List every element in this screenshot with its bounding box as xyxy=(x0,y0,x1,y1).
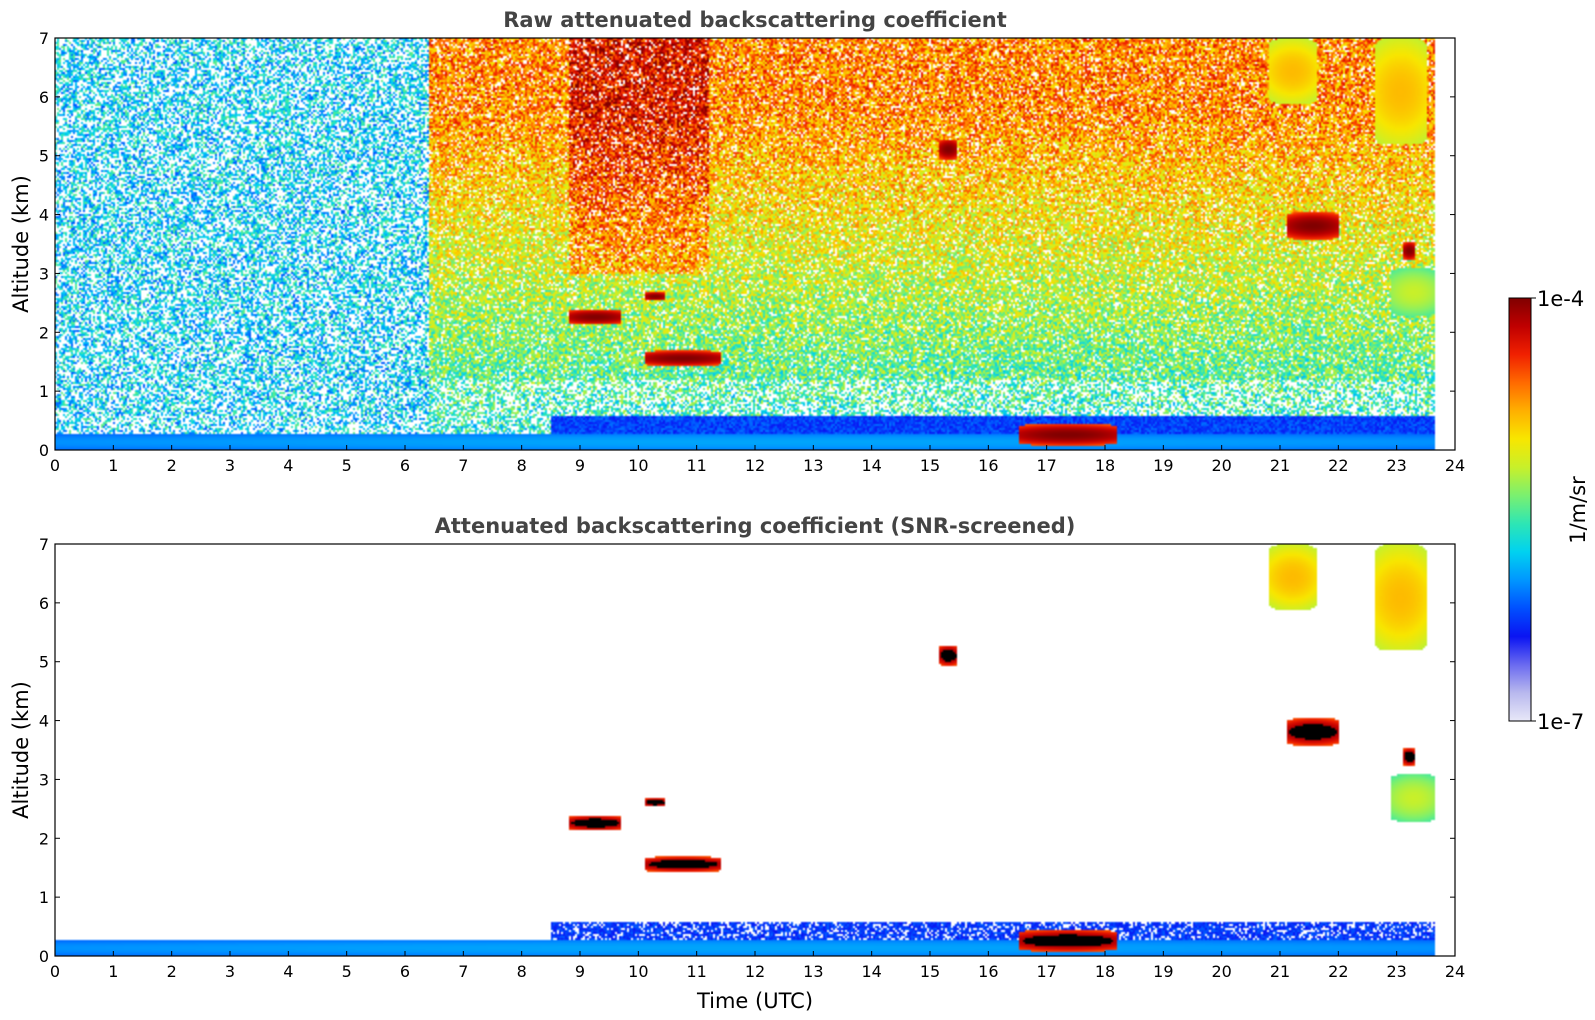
panel1-heatmap-image xyxy=(55,38,1455,450)
x-tick-label: 12 xyxy=(745,456,765,475)
panel2-heatmap-image xyxy=(55,544,1455,956)
x-tick-label: 2 xyxy=(167,962,177,981)
y-tick-label: 5 xyxy=(39,147,49,166)
x-tick-label: 5 xyxy=(342,456,352,475)
panel1-y-ticks: 0 1 2 3 4 5 6 7 xyxy=(39,29,1455,460)
x-tick-label: 3 xyxy=(225,962,235,981)
x-tick-label: 10 xyxy=(628,456,648,475)
x-tick-label: 0 xyxy=(50,962,60,981)
panel1-heatmap xyxy=(55,38,1455,450)
x-tick-label: 4 xyxy=(283,456,293,475)
x-tick-label: 21 xyxy=(1270,962,1290,981)
x-tick-label: 21 xyxy=(1270,456,1290,475)
x-tick-label: 8 xyxy=(517,456,527,475)
x-tick-label: 16 xyxy=(978,456,998,475)
x-tick-label: 19 xyxy=(1153,962,1173,981)
panel2-y-ticks: 0 1 2 3 4 5 6 7 xyxy=(39,535,1455,966)
x-tick-label: 9 xyxy=(575,962,585,981)
x-tick-label: 5 xyxy=(342,962,352,981)
x-tick-label: 10 xyxy=(628,962,648,981)
y-tick-label: 2 xyxy=(39,323,49,342)
x-tick-label: 9 xyxy=(575,456,585,475)
x-tick-label: 23 xyxy=(1386,962,1406,981)
x-tick-label: 14 xyxy=(861,962,881,981)
y-tick-label: 5 xyxy=(39,653,49,672)
y-tick-label: 2 xyxy=(39,829,49,848)
y-tick-label: 0 xyxy=(39,947,49,966)
y-tick-label: 3 xyxy=(39,770,49,789)
snr-screened-panel: Attenuated backscattering coefficient (S… xyxy=(9,514,1465,1013)
y-tick-label: 1 xyxy=(39,382,49,401)
colorbar-max-label: 1e-4 xyxy=(1537,287,1584,311)
x-tick-label: 4 xyxy=(283,962,293,981)
panel2-xlabel: Time (UTC) xyxy=(696,989,813,1013)
panel1-title: Raw attenuated backscattering coefficien… xyxy=(503,8,1007,32)
x-tick-label: 2 xyxy=(167,456,177,475)
x-tick-label: 19 xyxy=(1153,456,1173,475)
x-tick-label: 8 xyxy=(517,962,527,981)
x-tick-label: 18 xyxy=(1095,456,1115,475)
x-tick-label: 13 xyxy=(803,962,823,981)
x-tick-label: 24 xyxy=(1445,962,1465,981)
colorbar-min-label: 1e-7 xyxy=(1537,710,1584,734)
x-tick-label: 11 xyxy=(686,962,706,981)
x-tick-label: 22 xyxy=(1328,962,1348,981)
panel1-x-ticks: 0 1 2 3 4 5 6 7 8 9 10 11 12 13 14 15 16 17 18 19 20 21 22 23 24 xyxy=(50,445,1465,475)
x-tick-label: 15 xyxy=(920,962,940,981)
x-tick-label: 18 xyxy=(1095,962,1115,981)
y-tick-label: 6 xyxy=(39,88,49,107)
x-tick-label: 17 xyxy=(1036,962,1056,981)
y-tick-label: 3 xyxy=(39,264,49,283)
panel1-ylabel: Altitude (km) xyxy=(9,175,33,313)
colorbar-unit-label: 1/m/sr xyxy=(1566,476,1590,544)
x-tick-label: 20 xyxy=(1211,456,1231,475)
x-tick-label: 7 xyxy=(458,962,468,981)
x-tick-label: 17 xyxy=(1036,456,1056,475)
x-tick-label: 12 xyxy=(745,962,765,981)
x-tick-label: 1 xyxy=(108,456,118,475)
x-tick-label: 14 xyxy=(861,456,881,475)
y-tick-label: 4 xyxy=(39,712,49,731)
panel2-x-ticks: 0 1 2 3 4 5 6 7 8 9 10 11 12 13 14 15 16 17 18 19 20 21 22 23 24 xyxy=(50,951,1465,981)
x-tick-label: 1 xyxy=(108,962,118,981)
x-tick-label: 22 xyxy=(1328,456,1348,475)
x-tick-label: 16 xyxy=(978,962,998,981)
colorbar-scale xyxy=(1508,297,1532,722)
panel2-title: Attenuated backscattering coefficient (S… xyxy=(435,514,1076,538)
x-tick-label: 15 xyxy=(920,456,940,475)
x-tick-label: 3 xyxy=(225,456,235,475)
y-tick-label: 6 xyxy=(39,594,49,613)
x-tick-label: 6 xyxy=(400,456,410,475)
x-tick-label: 20 xyxy=(1211,962,1231,981)
panel2-heatmap xyxy=(55,544,1455,956)
raw-backscatter-panel: Raw attenuated backscattering coefficien… xyxy=(9,8,1465,475)
y-tick-label: 1 xyxy=(39,888,49,907)
y-tick-label: 4 xyxy=(39,206,49,225)
y-tick-label: 0 xyxy=(39,441,49,460)
x-tick-label: 0 xyxy=(50,456,60,475)
x-tick-label: 6 xyxy=(400,962,410,981)
y-tick-label: 7 xyxy=(39,535,49,554)
x-tick-label: 23 xyxy=(1386,456,1406,475)
panel2-ylabel: Altitude (km) xyxy=(9,681,33,819)
colorbar: 1e-4 1e-7 1/m/sr xyxy=(1508,287,1590,734)
y-tick-label: 7 xyxy=(39,29,49,48)
x-tick-label: 24 xyxy=(1445,456,1465,475)
x-tick-label: 7 xyxy=(458,456,468,475)
x-tick-label: 11 xyxy=(686,456,706,475)
x-tick-label: 13 xyxy=(803,456,823,475)
